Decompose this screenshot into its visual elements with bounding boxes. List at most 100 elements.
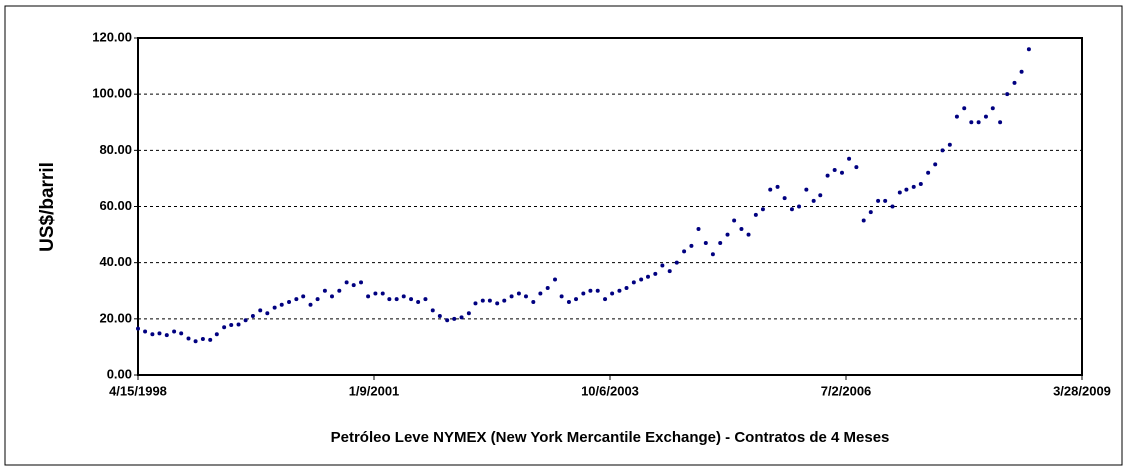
y-tick-label: 100.00 [92, 86, 132, 101]
data-point [962, 106, 967, 111]
data-point [933, 162, 938, 167]
data-point [660, 263, 665, 268]
data-point [890, 204, 895, 209]
data-point [214, 332, 219, 337]
data-point [509, 294, 514, 299]
data-point [954, 114, 959, 119]
data-point [516, 291, 521, 296]
data-point [294, 297, 299, 302]
data-point [603, 297, 608, 302]
data-point [990, 106, 995, 111]
data-point [179, 331, 184, 336]
data-point [753, 212, 758, 217]
data-point [337, 288, 342, 293]
data-point [150, 332, 155, 337]
data-point [186, 336, 191, 341]
data-point [401, 294, 406, 299]
data-point [502, 298, 507, 303]
data-point [868, 210, 873, 215]
data-point [250, 314, 255, 319]
data-point [359, 280, 364, 285]
x-tick-label: 1/9/2001 [349, 383, 400, 398]
data-point [710, 252, 715, 257]
data-point [797, 204, 802, 209]
data-point [1012, 80, 1017, 85]
data-point [423, 297, 428, 302]
data-point [466, 311, 471, 316]
data-point [682, 249, 687, 254]
data-point [674, 260, 679, 265]
data-point [746, 232, 751, 237]
data-point [301, 294, 306, 299]
data-point [193, 339, 198, 344]
data-point [1019, 69, 1024, 74]
data-point [703, 241, 708, 246]
data-point [272, 305, 277, 310]
data-point [653, 271, 658, 276]
data-point [782, 196, 787, 201]
data-point [811, 198, 816, 203]
data-point [804, 187, 809, 192]
data-point [624, 285, 629, 290]
data-point [595, 288, 600, 293]
data-point [236, 322, 241, 327]
data-point [883, 198, 888, 203]
data-point [732, 218, 737, 223]
data-point [445, 318, 450, 323]
data-point [718, 241, 723, 246]
data-point [208, 337, 213, 342]
data-point [416, 299, 421, 304]
data-point [645, 274, 650, 279]
data-point [143, 329, 148, 334]
data-point [243, 318, 248, 323]
data-point [825, 173, 830, 178]
data-point [480, 298, 485, 303]
data-point [847, 156, 852, 161]
data-point [164, 333, 169, 338]
data-point [1005, 92, 1010, 97]
data-point [775, 184, 780, 189]
data-point [430, 308, 435, 313]
data-point [287, 299, 292, 304]
data-point [136, 326, 140, 331]
data-point [545, 285, 550, 290]
data-point [566, 299, 571, 304]
data-point [380, 291, 385, 296]
y-tick-label: 120.00 [92, 29, 132, 44]
data-point [437, 314, 442, 319]
data-point [344, 280, 349, 285]
chart-frame [4, 5, 1123, 466]
data-point [832, 167, 837, 172]
x-tick-label: 10/6/2003 [581, 383, 639, 398]
data-point [861, 218, 866, 223]
data-point [351, 283, 356, 288]
data-point [789, 207, 794, 212]
data-point [998, 120, 1003, 125]
data-point [308, 302, 313, 307]
data-point [265, 311, 270, 316]
data-point [538, 291, 543, 296]
data-point [229, 323, 234, 328]
data-point [523, 294, 528, 299]
data-point [976, 120, 981, 125]
data-point [394, 297, 399, 302]
data-point [172, 329, 177, 334]
data-point [897, 190, 902, 195]
data-point [329, 294, 334, 299]
data-point [157, 331, 162, 336]
y-tick-label: 40.00 [99, 254, 132, 269]
data-point [387, 297, 392, 302]
data-point [911, 184, 916, 189]
y-axis-title: US$/barril [37, 162, 58, 252]
data-point [696, 226, 701, 231]
x-axis-title: Petróleo Leve NYMEX (New York Mercantile… [331, 429, 890, 446]
data-point [818, 193, 823, 198]
data-point [588, 288, 593, 293]
data-point [610, 291, 615, 296]
data-point [258, 308, 263, 313]
data-point [495, 301, 500, 306]
data-point [926, 170, 931, 175]
y-tick-label: 20.00 [99, 310, 132, 325]
data-point [366, 294, 371, 299]
